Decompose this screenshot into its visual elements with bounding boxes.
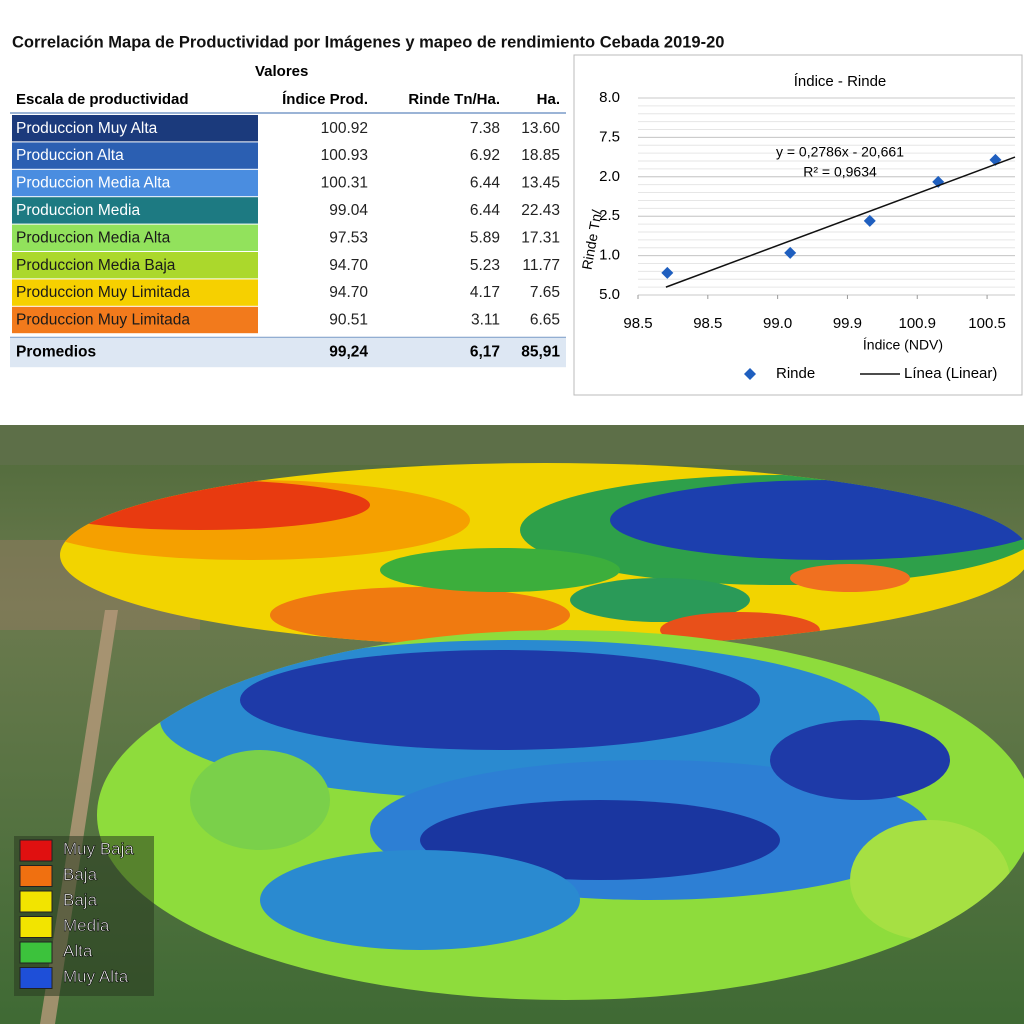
cell-value: 11.77 [522, 257, 560, 274]
footer-value: 85,91 [521, 343, 560, 360]
cell-value: 97.53 [329, 229, 368, 246]
legend-symbol [744, 368, 756, 380]
cell-value: 6.44 [470, 202, 501, 219]
x-tick-label: 98.5 [623, 315, 652, 332]
cell-value: 5.89 [470, 229, 500, 246]
column-header: Índice Prod. [282, 91, 368, 108]
map-image [0, 425, 1024, 1024]
x-tick-label: 99.0 [763, 315, 792, 332]
row-swatch [12, 279, 258, 306]
row-label: Produccion Media Baja [16, 257, 176, 274]
y-tick-label: 2.5 [599, 207, 620, 224]
cell-value: 94.70 [329, 284, 368, 301]
cell-value: 100.31 [321, 175, 368, 192]
cell-value: 4.17 [470, 284, 500, 301]
row-label: Produccion Muy Alta [16, 120, 158, 137]
map-legend-label: Alta [63, 941, 93, 960]
cell-value: 13.60 [521, 120, 560, 137]
cell-value: 5.23 [470, 257, 500, 274]
row-swatch [12, 115, 258, 142]
legend-swatch [19, 916, 53, 938]
map-legend-label: Baja [63, 865, 98, 884]
cell-value: 13.45 [521, 175, 560, 192]
y-tick-label: 2.0 [599, 168, 620, 185]
footer-label: Promedios [16, 343, 96, 360]
y-tick-label: 1.0 [599, 247, 620, 264]
legend-swatch [19, 839, 53, 862]
x-tick-label: 99.9 [833, 315, 862, 332]
data-point [863, 214, 876, 227]
y-tick-label: 8.0 [599, 89, 620, 106]
row-label: Produccion Media [16, 202, 140, 219]
page-title: Correlación Mapa de Productividad por Im… [12, 33, 724, 51]
row-swatch [12, 252, 258, 279]
x-axis-label: Índice (NDV) [863, 337, 943, 353]
y-tick-label: 5.0 [599, 286, 620, 303]
group-header: Valores [255, 63, 308, 80]
cell-value: 100.93 [321, 147, 368, 164]
data-point [784, 246, 797, 259]
trend-line [665, 156, 1016, 288]
map-legend-label: Media [63, 916, 110, 935]
legend-swatch [19, 890, 53, 913]
row-swatch [12, 224, 258, 251]
chart-frame [573, 54, 1023, 396]
legend-label: Línea (Linear) [904, 365, 997, 382]
x-tick-label: 100.9 [898, 315, 936, 332]
data-point [661, 266, 674, 279]
cell-value: 6.92 [470, 147, 500, 164]
annotation: y = 0,2786x - 20,661 [776, 144, 904, 160]
chart-title: Índice - Rinde [794, 73, 887, 90]
column-header: Escala de productividad [16, 91, 189, 108]
x-tick-label: 100.5 [968, 315, 1006, 332]
legend-swatch [19, 941, 53, 964]
legend-label: Rinde [776, 365, 815, 382]
row-label: Produccion Alta [16, 147, 124, 164]
row-label: Produccion Muy Limitada [16, 312, 190, 329]
cell-value: 94.70 [329, 257, 368, 274]
y-tick-label: 7.5 [599, 128, 620, 145]
cell-value: 3.11 [471, 312, 500, 329]
footer-value: 6,17 [470, 343, 500, 360]
row-label: Produccion Media Alta [16, 175, 171, 192]
cell-value: 6.44 [470, 175, 501, 192]
column-header: Ha. [537, 91, 560, 108]
row-swatch [12, 306, 258, 334]
row-swatch [12, 197, 258, 224]
cell-value: 18.85 [521, 147, 560, 164]
column-header: Rinde Tn/Ha. [408, 91, 500, 108]
cell-value: 6.65 [530, 312, 560, 329]
cell-value: 7.38 [470, 120, 500, 137]
row-swatch [12, 169, 258, 197]
cell-value: 7.65 [530, 284, 560, 301]
cell-value: 22.43 [521, 202, 560, 219]
x-tick-label: 98.5 [693, 315, 722, 332]
map-legend-label: Baja [63, 890, 98, 909]
cell-value: 90.51 [329, 312, 368, 329]
cell-value: 99.04 [329, 202, 368, 219]
legend-swatch [19, 967, 53, 989]
legend-swatch [19, 865, 53, 887]
footer-value: 99,24 [329, 343, 368, 360]
row-swatch [12, 142, 258, 169]
row-label: Produccion Muy Limitada [16, 284, 190, 301]
cell-value: 17.31 [521, 229, 560, 246]
cell-value: 100.92 [321, 120, 368, 137]
row-label: Produccion Media Alta [16, 229, 171, 246]
footer-row [10, 337, 566, 368]
map-legend-label: Muy Baja [63, 839, 134, 858]
annotation: R² = 0,9634 [803, 164, 877, 180]
map-legend-label: Muy Alta [63, 967, 129, 986]
